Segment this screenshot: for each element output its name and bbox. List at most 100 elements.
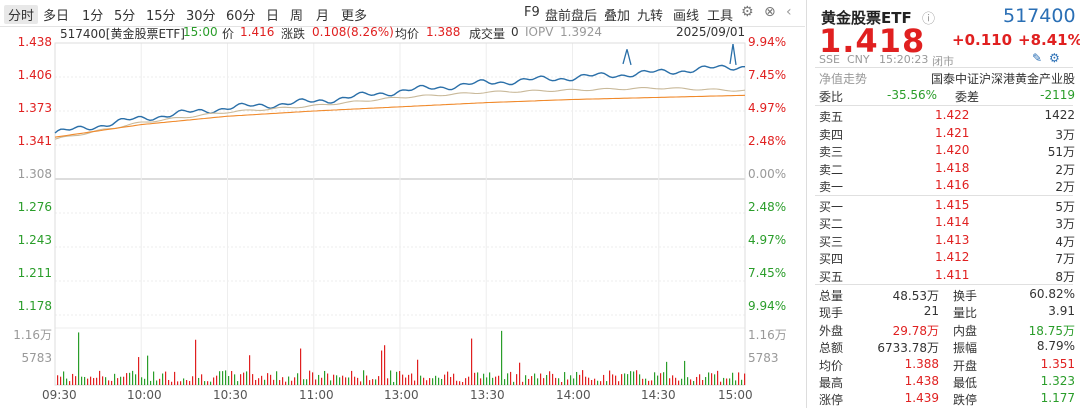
bid-label: 买一 [819, 200, 844, 214]
volume-bar [378, 376, 380, 385]
stat-value: 6733.78万 [877, 341, 939, 356]
volume-bar [60, 376, 62, 385]
axis-right-1: 7.45% [748, 68, 787, 82]
tab-duori[interactable]: 多日 [43, 9, 70, 24]
ask-row[interactable]: 卖二 1.418 2万 [807, 160, 1075, 178]
f9-button[interactable]: F9 [524, 5, 540, 20]
volume-bar [294, 377, 296, 385]
volume-bar [63, 371, 65, 385]
tab-week[interactable]: 周 [290, 9, 304, 24]
edit-icon[interactable]: ✎ [1032, 51, 1043, 65]
bid-row[interactable]: 买二 1.414 3万 [807, 214, 1075, 232]
volume-bar [633, 371, 635, 385]
nine-turn-button[interactable]: 九转 [637, 9, 664, 24]
volume-bar [486, 377, 488, 385]
volume-bar [99, 370, 101, 385]
quote-time: 15:20:23 [879, 53, 929, 66]
volume-bar [171, 381, 173, 385]
volume-bar [363, 370, 365, 385]
tab-fenshi[interactable]: 分时 [4, 5, 39, 24]
vol-axis-left-1: 5783 [21, 351, 52, 365]
price-spike [626, 49, 632, 66]
gear-icon[interactable]: ⚙ [741, 4, 754, 20]
intraday-chart[interactable] [0, 30, 805, 390]
bid-row[interactable]: 买四 1.412 7万 [807, 249, 1075, 267]
bid-price: 1.411 [935, 267, 970, 282]
collapse-icon[interactable]: ‹ [786, 4, 792, 20]
volume-bar [126, 373, 128, 385]
volume-bar [540, 373, 542, 385]
nav-row[interactable]: 净值走势 国泰中证沪深港黄金产业股 [807, 69, 1075, 87]
volume-bar [516, 374, 518, 385]
stat-row: 总额 6733.78万 振幅 8.79% [807, 338, 1075, 356]
ask-volume: 51万 [1047, 145, 1075, 160]
axis-right-4: 0.00% [748, 167, 787, 181]
bid-row[interactable]: 买五 1.411 8万 [807, 267, 1075, 285]
volume-bar [168, 379, 170, 385]
volume-bar [432, 378, 434, 385]
volume-bar [87, 378, 89, 385]
volume-bar [582, 370, 584, 385]
volume-bar [501, 330, 503, 385]
settings-icon[interactable]: ⚙ [1049, 51, 1060, 65]
draw-line-button[interactable]: 画线 [673, 9, 700, 24]
tab-5min[interactable]: 5分 [114, 9, 136, 24]
volume-bar [609, 370, 611, 385]
tab-month[interactable]: 月 [316, 9, 330, 24]
axis-right-5: 2.48% [748, 200, 787, 214]
ask-row[interactable]: 卖四 1.421 3万 [807, 125, 1075, 143]
volume-bar [489, 372, 491, 385]
tools-button[interactable]: 工具 [707, 9, 734, 24]
info-icon[interactable]: ⓘ [922, 12, 936, 27]
ask-row[interactable]: 卖一 1.416 2万 [807, 177, 1075, 195]
premarket-button[interactable]: 盘前盘后 [545, 9, 598, 24]
volume-bar [600, 381, 602, 385]
tab-60min[interactable]: 60分 [226, 9, 256, 24]
tab-more[interactable]: 更多 [341, 9, 368, 24]
divider [815, 284, 1073, 285]
volume-bar [291, 380, 293, 385]
volume-bar [510, 371, 512, 385]
overlay-button[interactable]: 叠加 [604, 9, 631, 24]
volume-bar [534, 373, 536, 385]
volume-bar [300, 348, 302, 385]
volume-bar [519, 362, 521, 385]
volume-bar [141, 377, 143, 385]
bid-volume: 7万 [1055, 252, 1075, 267]
volume-bar [246, 371, 248, 385]
axis-right-7: 7.45% [748, 266, 787, 280]
bid-row[interactable]: 买一 1.415 5万 [807, 197, 1075, 215]
chart-toolbar: 分时 多日 1分 5分 15分 30分 60分 日 周 月 更多 F9 盘前盘后… [0, 0, 805, 27]
stat-value: 1.177 [1040, 391, 1075, 406]
volume-bar [93, 378, 95, 385]
axis-left-5: 1.276 [17, 200, 52, 214]
tab-30min[interactable]: 30分 [186, 9, 216, 24]
volume-bar [708, 372, 710, 385]
stat-label: 总量 [819, 289, 844, 303]
tab-15min[interactable]: 15分 [146, 9, 176, 24]
axis-left-7: 1.211 [17, 266, 52, 280]
volume-bar [213, 377, 215, 385]
volume-bar [669, 378, 671, 385]
ask-row[interactable]: 卖五 1.422 1422 [807, 107, 1075, 125]
volume-bar [696, 376, 698, 385]
volume-bar [216, 375, 218, 385]
volume-bar [114, 373, 116, 385]
volume-bar [267, 373, 269, 385]
volume-bar [123, 376, 125, 385]
volume-bar [420, 375, 422, 385]
tab-1min[interactable]: 1分 [82, 9, 104, 24]
stat-label: 最低 [953, 376, 978, 390]
tab-day[interactable]: 日 [266, 9, 280, 24]
volume-bar [480, 378, 482, 385]
close-icon[interactable]: ⊗ [764, 4, 776, 20]
ask-row[interactable]: 卖三 1.420 51万 [807, 142, 1075, 160]
weicha-value: -2119 [1040, 88, 1075, 102]
stat-label: 振幅 [953, 341, 978, 356]
bid-row[interactable]: 买三 1.413 4万 [807, 232, 1075, 250]
axis-right-2: 4.97% [748, 101, 787, 115]
volume-bar [387, 378, 389, 385]
volume-bar [522, 381, 524, 385]
stat-label: 外盘 [819, 323, 844, 338]
axis-left-4: 1.308 [17, 167, 52, 181]
